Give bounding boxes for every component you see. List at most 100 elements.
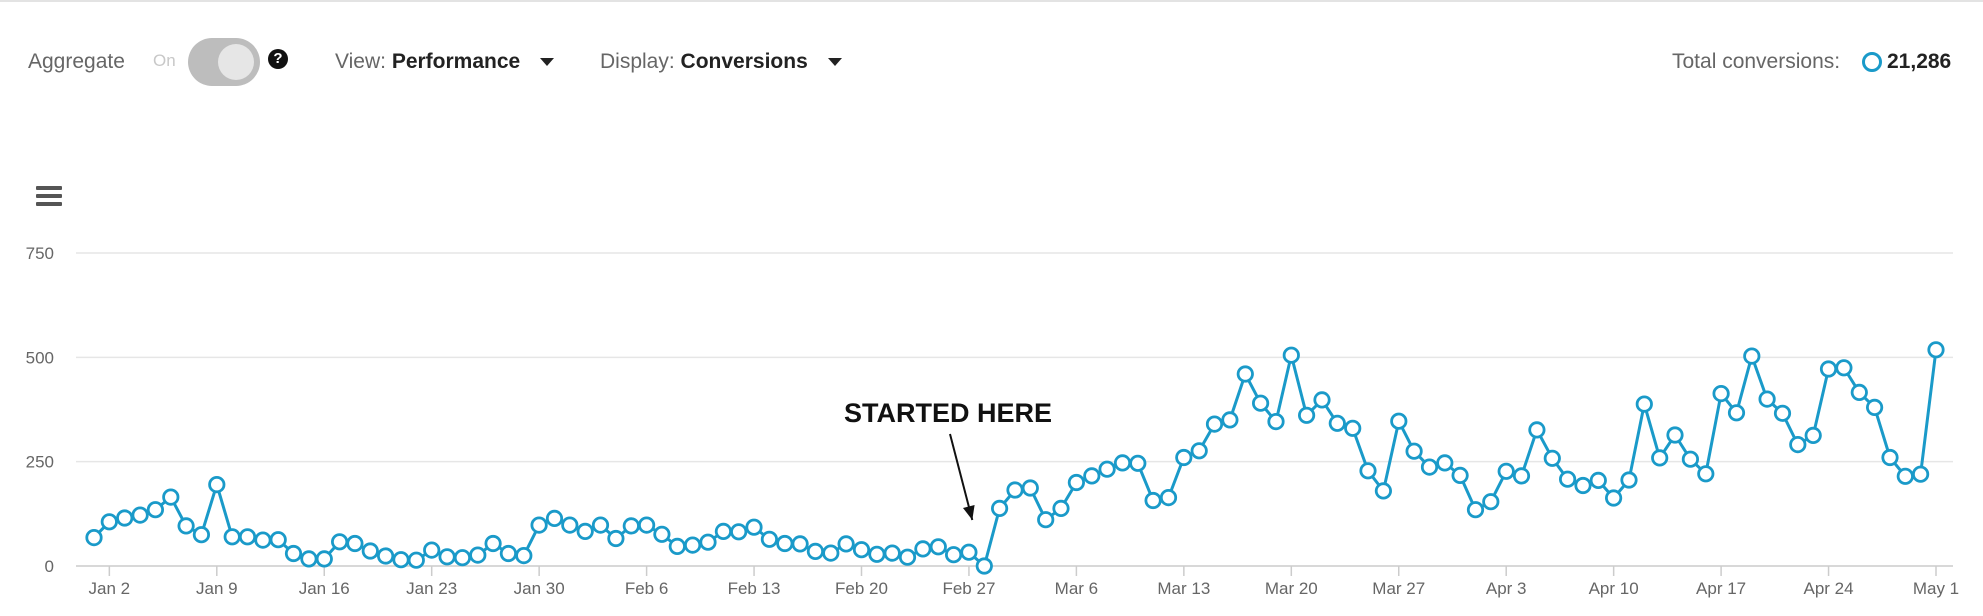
data-point — [852, 541, 871, 559]
help-icon[interactable]: ? — [268, 49, 288, 69]
data-point — [1651, 449, 1669, 467]
data-point — [1743, 347, 1761, 365]
data-point — [1819, 360, 1838, 378]
data-point — [1129, 454, 1147, 472]
data-point — [238, 528, 257, 546]
data-point — [561, 516, 579, 534]
data-point — [683, 536, 702, 554]
x-tick-label: Jan 9 — [196, 579, 238, 598]
series-marker-icon — [1862, 52, 1882, 72]
data-point — [868, 545, 886, 563]
data-point — [1006, 481, 1024, 499]
data-point — [223, 528, 241, 546]
data-point — [745, 518, 763, 536]
data-point — [438, 548, 456, 566]
data-point — [515, 546, 533, 565]
x-tick-label: Jan 23 — [406, 579, 457, 598]
chevron-down-icon — [827, 58, 842, 67]
data-point — [730, 523, 748, 541]
data-point — [1497, 462, 1515, 480]
data-point — [1098, 460, 1116, 478]
data-point — [914, 540, 932, 558]
x-tick-label: Jan 2 — [89, 579, 131, 598]
data-point — [776, 534, 794, 553]
data-point — [469, 546, 487, 564]
data-point — [284, 544, 303, 563]
display-dropdown[interactable]: Display: Conversions — [600, 50, 842, 74]
x-tick-label: Feb 27 — [942, 579, 995, 598]
data-point — [1067, 473, 1086, 492]
x-tick-label: Mar 27 — [1372, 579, 1425, 598]
data-point — [1313, 391, 1331, 409]
data-point — [1420, 458, 1439, 476]
data-point — [1328, 414, 1346, 432]
data-point — [883, 544, 901, 562]
data-point — [1559, 470, 1577, 488]
data-point — [192, 526, 210, 544]
data-point — [131, 506, 149, 524]
data-point — [622, 517, 640, 535]
data-point — [1037, 511, 1055, 529]
data-point — [1482, 493, 1500, 511]
data-point — [453, 549, 471, 567]
data-point — [591, 516, 610, 534]
x-tick-label: Apr 17 — [1696, 579, 1746, 598]
data-point — [668, 537, 686, 556]
display-prefix: Display: — [600, 50, 675, 73]
data-point — [1390, 412, 1408, 430]
data-point — [1267, 412, 1285, 431]
data-point — [85, 528, 103, 547]
x-tick-label: Apr 10 — [1589, 579, 1639, 598]
x-tick-label: Mar 13 — [1157, 579, 1210, 598]
data-point — [1773, 404, 1792, 422]
data-point — [1144, 491, 1162, 510]
data-point — [1927, 341, 1945, 359]
data-point — [1758, 390, 1776, 408]
x-tick-label: Feb 20 — [835, 579, 888, 598]
data-point — [653, 525, 671, 543]
data-point — [116, 509, 134, 527]
annotation-arrow-head — [962, 504, 975, 520]
data-point — [1113, 454, 1132, 472]
data-point — [791, 535, 809, 553]
data-point — [699, 533, 717, 551]
x-tick-label: Mar 6 — [1055, 579, 1098, 598]
data-point — [392, 551, 410, 569]
data-point — [1804, 426, 1822, 444]
data-point — [1298, 406, 1316, 424]
data-point — [1052, 499, 1070, 517]
data-point — [361, 542, 379, 560]
view-dropdown[interactable]: View: Performance — [335, 50, 555, 74]
data-point — [1236, 365, 1254, 383]
data-point — [177, 517, 195, 535]
toggle-knob[interactable] — [218, 44, 254, 80]
aggregate-toggle[interactable] — [188, 38, 260, 86]
x-tick-label: Feb 13 — [728, 579, 781, 598]
data-point — [1436, 454, 1454, 472]
data-point — [1835, 359, 1853, 377]
data-point — [1221, 411, 1239, 429]
data-point — [1635, 395, 1653, 413]
top-divider — [0, 0, 1983, 2]
data-point — [1896, 467, 1914, 485]
total-conversions-label: Total conversions: — [1672, 50, 1841, 73]
data-point — [1712, 384, 1730, 403]
data-point — [1620, 471, 1638, 489]
data-point — [376, 547, 395, 565]
data-point — [1466, 501, 1485, 519]
data-point — [1881, 448, 1899, 467]
data-point — [254, 531, 272, 549]
x-tick-label: Mar 20 — [1265, 579, 1318, 598]
data-point — [1850, 383, 1868, 401]
data-point — [1543, 449, 1561, 467]
view-value: Performance — [391, 50, 521, 73]
data-point — [208, 475, 226, 494]
data-point — [1021, 479, 1039, 497]
data-point — [1159, 488, 1178, 507]
data-point — [1252, 394, 1270, 412]
data-point — [499, 544, 517, 563]
data-point — [1205, 415, 1224, 433]
total-conversions-value: 21,286 — [1887, 50, 1952, 73]
hamburger-menu-icon[interactable] — [36, 186, 62, 208]
data-point — [423, 541, 441, 559]
